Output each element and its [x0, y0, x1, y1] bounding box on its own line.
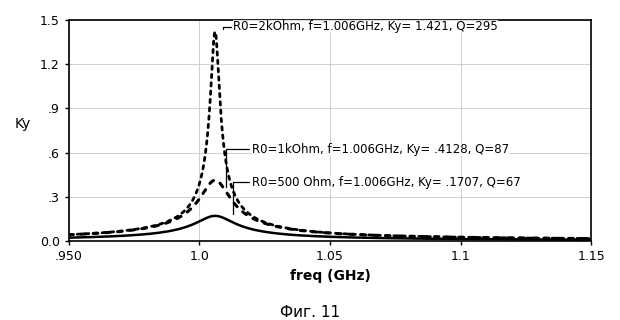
Y-axis label: Ky: Ky: [15, 116, 31, 131]
Text: R0=1kOhm, f=1.006GHz, Ky= .4128, Q=87: R0=1kOhm, f=1.006GHz, Ky= .4128, Q=87: [226, 143, 509, 187]
Text: R0=2kOhm, f=1.006GHz, Ky= 1.421, Q=295: R0=2kOhm, f=1.006GHz, Ky= 1.421, Q=295: [223, 20, 498, 33]
X-axis label: freq (GHz): freq (GHz): [290, 268, 370, 283]
Text: Фиг. 11: Фиг. 11: [280, 305, 340, 320]
Text: R0=500 Ohm, f=1.006GHz, Ky= .1707, Q=67: R0=500 Ohm, f=1.006GHz, Ky= .1707, Q=67: [233, 176, 520, 214]
